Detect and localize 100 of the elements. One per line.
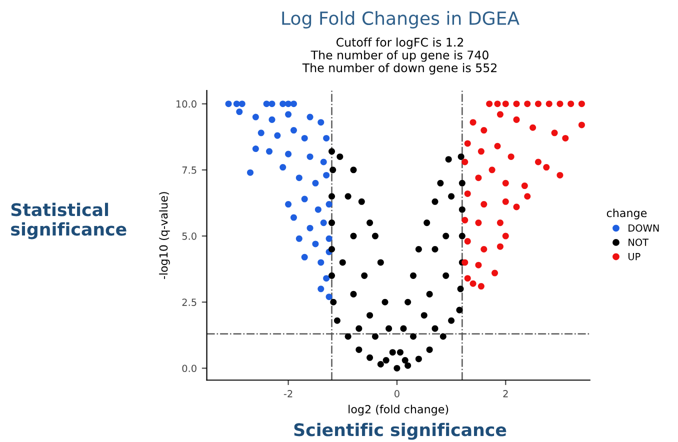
point	[238, 100, 246, 108]
point	[513, 116, 520, 123]
point	[326, 294, 332, 300]
point	[478, 148, 484, 155]
point	[323, 172, 330, 178]
point	[470, 280, 476, 287]
point	[290, 214, 297, 221]
point	[492, 270, 498, 276]
point	[551, 130, 558, 136]
x-tick-label: -2	[284, 390, 292, 398]
point	[268, 116, 276, 123]
point	[464, 238, 471, 245]
point	[266, 148, 273, 155]
point	[480, 127, 488, 134]
point	[285, 201, 292, 208]
point	[524, 193, 531, 200]
point	[252, 146, 259, 152]
point	[502, 180, 509, 186]
text: Scientific significance	[294, 422, 506, 440]
point	[318, 119, 324, 126]
point	[462, 259, 468, 266]
text: Statistical significance	[11, 202, 126, 240]
point	[494, 142, 501, 150]
point	[524, 100, 531, 108]
point	[247, 169, 254, 176]
point	[513, 204, 520, 210]
chart-subtitle: Cutoff for logFC is 1.2 The number of up gene is 740 The number of down gene is 552	[302, 38, 496, 75]
y-tick-label: 10.0	[176, 100, 196, 108]
point	[280, 100, 286, 108]
point	[296, 235, 302, 242]
point	[475, 174, 482, 182]
point	[475, 262, 482, 268]
point	[568, 100, 574, 108]
legend-title: change	[606, 208, 647, 220]
point	[462, 216, 468, 224]
legend-label: DOWN	[628, 224, 659, 232]
point	[470, 119, 476, 126]
point	[464, 190, 471, 197]
point	[578, 100, 585, 108]
point	[488, 166, 496, 174]
point	[326, 201, 332, 208]
point	[546, 100, 552, 108]
y-axis-title: -log10 (q-value)	[159, 192, 170, 280]
point	[301, 134, 308, 142]
y-tick-label: 5.0	[182, 232, 196, 240]
legend-label: UP	[628, 253, 640, 260]
x-tick-label: 2	[503, 390, 508, 398]
point	[464, 140, 471, 147]
point	[225, 100, 232, 108]
point	[320, 158, 327, 166]
point	[290, 127, 297, 134]
point	[306, 114, 314, 120]
point	[320, 220, 327, 226]
point	[534, 100, 542, 108]
point	[480, 246, 488, 253]
point	[252, 114, 259, 120]
point	[318, 259, 324, 266]
point	[496, 243, 504, 250]
y-tick-label: 7.5	[182, 166, 196, 174]
point	[478, 283, 484, 290]
point	[475, 220, 482, 226]
point	[285, 150, 292, 158]
legend-label: NOT	[628, 238, 649, 246]
y-tick-label: 0.0	[182, 364, 196, 372]
point	[290, 100, 297, 108]
point	[464, 275, 471, 282]
point	[236, 108, 243, 116]
point	[258, 130, 264, 136]
point	[301, 254, 308, 260]
point	[534, 158, 542, 166]
point	[543, 164, 550, 171]
point	[233, 100, 240, 108]
point	[502, 198, 509, 205]
point	[323, 134, 330, 142]
point	[314, 206, 322, 213]
point	[521, 182, 528, 190]
point	[508, 153, 514, 160]
chart-title: Log Fold Changes in DGEA	[282, 11, 520, 29]
point	[462, 158, 468, 166]
point	[502, 100, 509, 108]
point	[480, 201, 488, 208]
point	[301, 196, 308, 202]
point	[486, 100, 493, 108]
point	[513, 100, 520, 108]
point	[562, 134, 569, 142]
point	[296, 174, 302, 182]
point	[502, 232, 509, 240]
point	[556, 100, 564, 108]
point	[306, 153, 314, 160]
point	[530, 124, 536, 131]
point	[496, 220, 504, 226]
point	[306, 224, 314, 232]
point	[285, 100, 292, 108]
x-axis-title: log2 (fold change)	[348, 404, 448, 416]
x-tick-label: 0	[394, 390, 400, 398]
point	[326, 235, 332, 242]
point	[318, 286, 324, 292]
point	[323, 275, 330, 282]
point	[263, 100, 270, 108]
point	[556, 172, 564, 178]
